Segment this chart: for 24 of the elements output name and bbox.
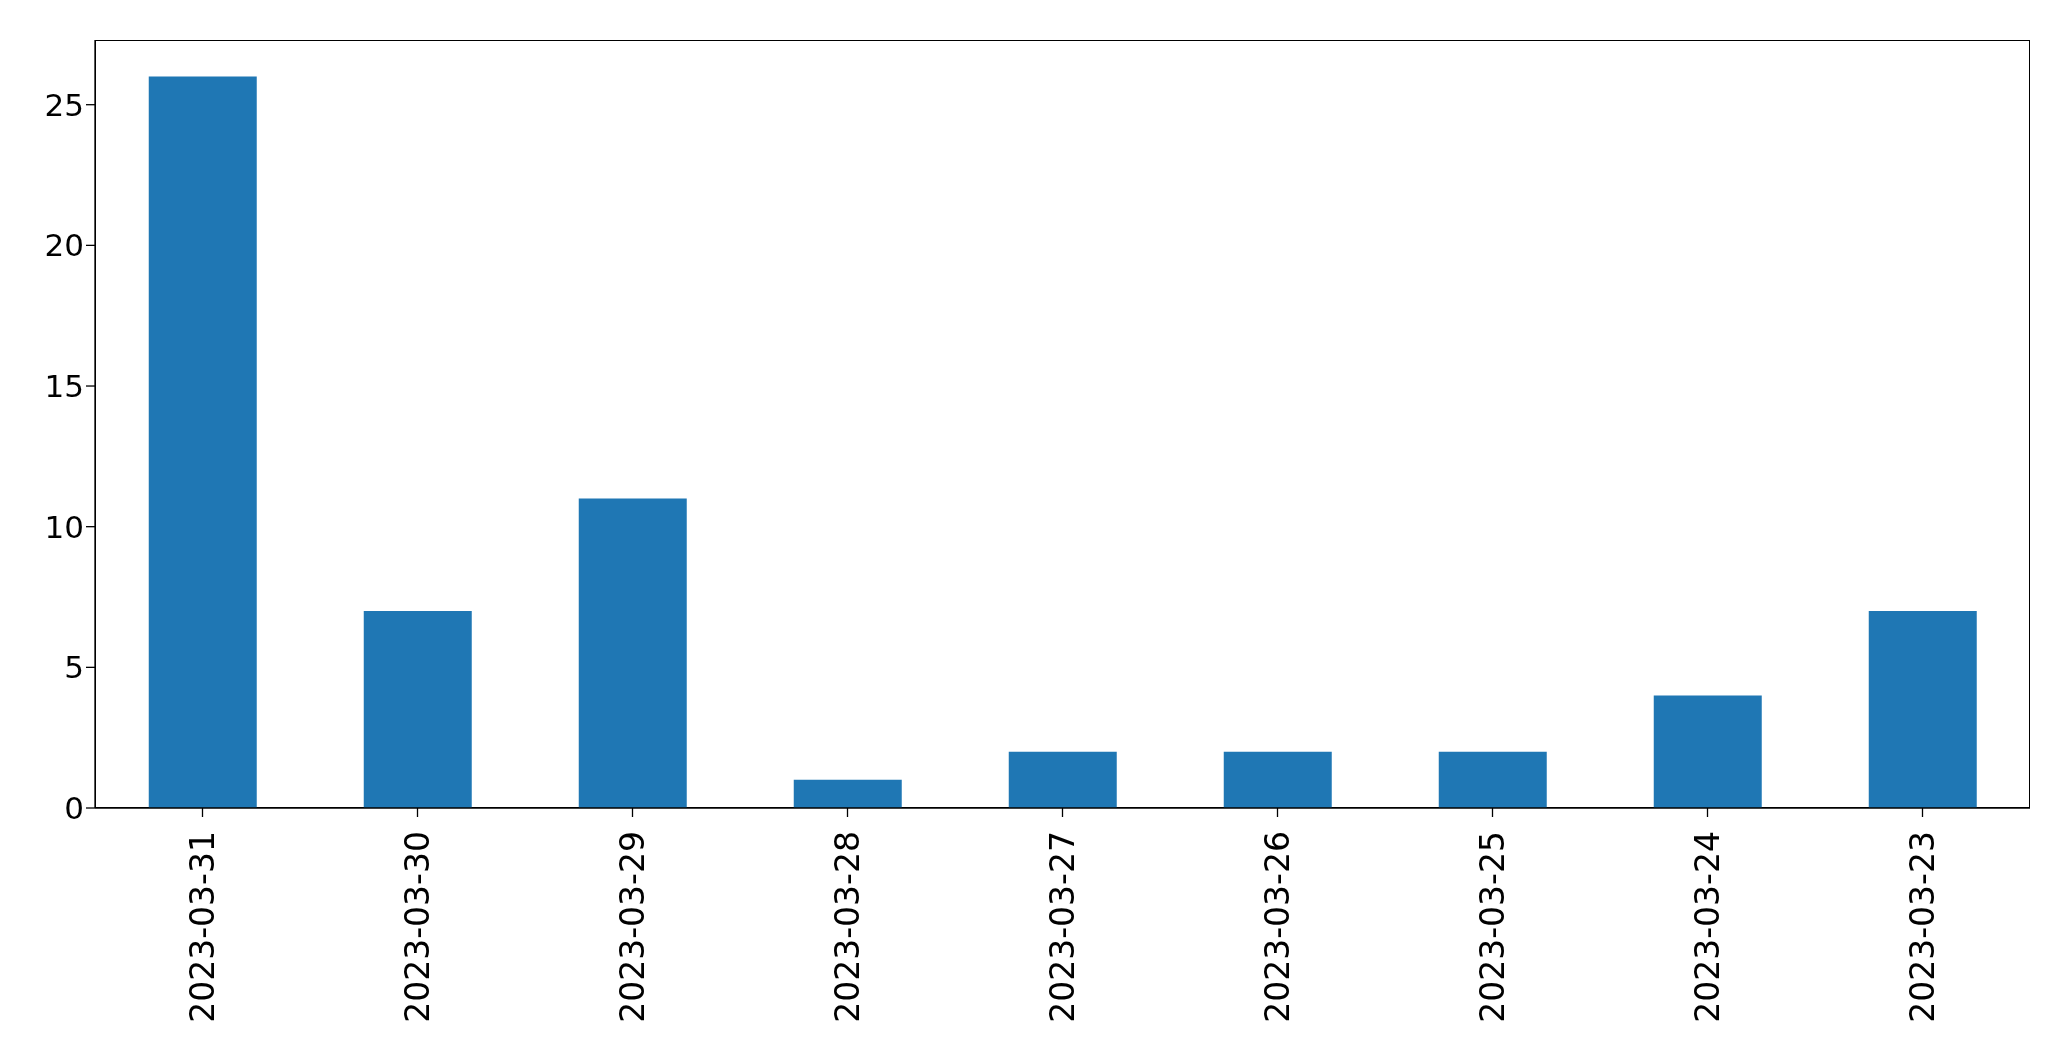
- x-tick-label: 2023-03-27: [1043, 831, 1082, 1023]
- y-tick-label: 25: [44, 86, 84, 123]
- bar: [793, 779, 902, 808]
- y-tick-label: 5: [64, 649, 84, 686]
- bar: [1008, 751, 1117, 808]
- bar: [148, 76, 257, 808]
- x-tick-label: 2023-03-26: [1258, 831, 1297, 1023]
- bar: [578, 498, 687, 808]
- x-tick-label: 2023-03-30: [398, 831, 437, 1023]
- x-tick-label: 2023-03-28: [828, 831, 867, 1023]
- x-tick-label: 2023-03-29: [613, 831, 652, 1023]
- y-tick-label: 15: [44, 368, 84, 405]
- x-tick-label: 2023-03-31: [183, 831, 222, 1023]
- bar: [1868, 611, 1977, 808]
- bar: [363, 611, 472, 808]
- bar: [1223, 751, 1332, 808]
- y-tick-label: 20: [44, 227, 84, 264]
- x-tick-label: 2023-03-24: [1688, 831, 1727, 1023]
- y-tick-label: 0: [64, 790, 84, 827]
- x-tick-label: 2023-03-23: [1903, 831, 1942, 1023]
- y-tick-label: 10: [44, 508, 84, 545]
- x-tick-label: 2023-03-25: [1473, 831, 1512, 1023]
- bar: [1653, 695, 1762, 808]
- bar: [1438, 751, 1547, 808]
